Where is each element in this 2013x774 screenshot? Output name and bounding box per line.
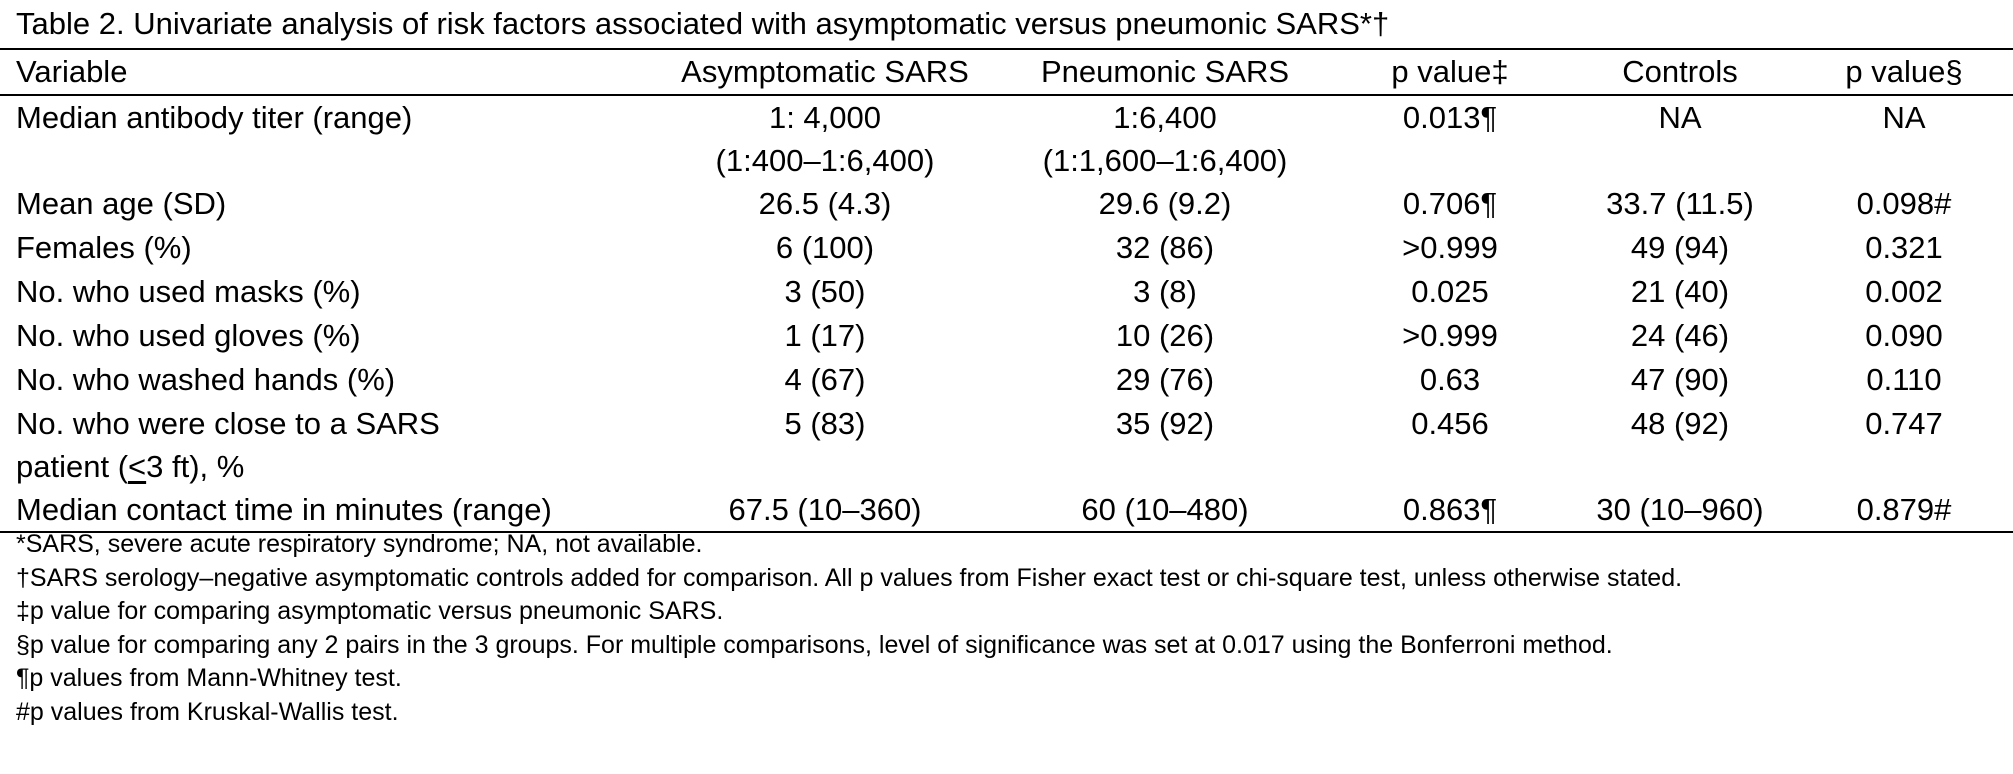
cell-p-value-2: 0.879# [1856,492,1952,527]
column-header-p-value-1: p value‡ [1391,54,1509,89]
table-row: Median contact time in minutes (range) 6… [0,488,2013,532]
cell-asymptomatic: 26.5 (4.3) [758,186,892,221]
cell-asymptomatic: 4 (67) [784,362,866,397]
cell-p-value-2: 0.747 [1865,406,1943,441]
cell-pneumonic-line2: (1:1,600–1:6,400) [1042,143,1288,178]
cell-variable: Median contact time in minutes (range) [16,492,552,527]
cell-asymptomatic: 3 (50) [784,274,866,309]
column-header-p-value-2: p value§ [1845,54,1963,89]
footnote: #p values from Kruskal-Wallis test. [16,697,399,726]
cell-p-value-2: NA [1882,100,1926,135]
risk-factor-table: Variable Asymptomatic SARS Pneumonic SAR… [0,48,2013,533]
cell-variable: No. who used masks (%) [16,274,361,309]
footnote: †SARS serology–negative asymptomatic con… [16,563,1683,592]
cell-controls: NA [1658,100,1702,135]
cell-controls: 24 (46) [1630,318,1730,353]
cell-pneumonic: 35 (92) [1115,406,1215,441]
cell-asymptomatic: 6 (100) [775,230,875,265]
cell-controls: 49 (94) [1630,230,1730,265]
cell-variable: No. who used gloves (%) [16,318,361,353]
table-row: No. who washed hands (%) 4 (67) 29 (76) … [0,358,2013,402]
cell-variable: No. who washed hands (%) [16,362,396,397]
column-header-controls: Controls [1622,54,1738,89]
cell-controls: 33.7 (11.5) [1606,186,1754,221]
cell-variable: Mean age (SD) [16,186,227,221]
cell-pneumonic: 29.6 (9.2) [1098,186,1232,221]
table-caption: Table 2. Univariate analysis of risk fac… [16,6,1390,41]
cell-p-value-1: >0.999 [1402,230,1498,265]
table-row: Mean age (SD) 26.5 (4.3) 29.6 (9.2) 0.70… [0,182,2013,226]
footnote: ¶p values from Mann-Whitney test. [16,664,402,692]
cell-p-value-1: 0.706¶ [1402,186,1498,221]
cell-controls: 47 (90) [1630,362,1730,397]
cell-p-value-1: >0.999 [1402,318,1498,353]
cell-p-value-2: 0.002 [1865,274,1943,309]
cell-pneumonic: 60 (10–480) [1081,492,1249,527]
table-header-row: Variable Asymptomatic SARS Pneumonic SAR… [0,49,2013,95]
cell-pneumonic: 3 (8) [1133,274,1197,309]
cell-asymptomatic: 1 (17) [784,318,866,353]
table-row: No. who used gloves (%) 1 (17) 10 (26) >… [0,314,2013,358]
cell-variable-line1: No. who were close to a SARS [16,406,440,441]
cell-pneumonic: 29 (76) [1115,362,1215,397]
cell-p-value-1: 0.013¶ [1402,100,1498,135]
cell-variable: Median antibody titer (range) [16,100,413,135]
column-header-asymptomatic: Asymptomatic SARS [681,54,969,89]
footnote: *SARS, severe acute respiratory syndrome… [16,530,703,558]
cell-variable: No. who were close to a SARS patient (<3… [0,402,655,488]
cell-asymptomatic: 1: 4,000 (1:400–1:6,400) [655,95,995,182]
cell-controls: 48 (92) [1630,406,1730,441]
table-row: Median antibody titer (range) 1: 4,000 (… [0,95,2013,182]
cell-p-value-2: 0.090 [1865,318,1943,353]
footnote: ‡p value for comparing asymptomatic vers… [16,597,724,625]
cell-asymptomatic: 67.5 (10–360) [728,492,922,527]
cell-variable: Females (%) [16,230,192,265]
cell-pneumonic: 10 (26) [1115,318,1215,353]
cell-asymptomatic-line2: (1:400–1:6,400) [715,143,935,178]
cell-p-value-2: 0.098# [1856,186,1952,221]
table-footnotes: *SARS, severe acute respiratory syndrome… [16,528,1682,729]
cell-controls: 21 (40) [1630,274,1730,309]
cell-p-value-1: 0.025 [1411,274,1489,309]
cell-variable-line2: patient (<3 ft), % [16,445,655,488]
variable-line2-prefix: patient ( [16,449,129,484]
table-row: No. who were close to a SARS patient (<3… [0,402,2013,488]
cell-p-value-2: 0.321 [1865,230,1943,265]
cell-p-value-1: 0.63 [1419,362,1481,397]
cell-p-value-1: 0.456 [1411,406,1489,441]
cell-p-value-1: 0.863¶ [1402,492,1498,527]
cell-pneumonic: 32 (86) [1115,230,1215,265]
table-row: No. who used masks (%) 3 (50) 3 (8) 0.02… [0,270,2013,314]
cell-controls: 30 (10–960) [1596,492,1764,527]
cell-pneumonic: 1:6,400 (1:1,600–1:6,400) [995,95,1335,182]
variable-line2-suffix: 3 ft), % [146,449,245,484]
table-row: Females (%) 6 (100) 32 (86) >0.999 49 (9… [0,226,2013,270]
column-header-pneumonic: Pneumonic SARS [1040,54,1290,89]
cell-asymptomatic-line1: 1: 4,000 [768,100,882,135]
less-equal-symbol: < [128,449,147,484]
footnote: §p value for comparing any 2 pairs in th… [16,630,1613,659]
cell-p-value-2: 0.110 [1866,362,1942,397]
cell-asymptomatic: 5 (83) [784,406,866,441]
column-header-variable: Variable [16,54,128,89]
cell-pneumonic-line1: 1:6,400 [1113,100,1217,135]
